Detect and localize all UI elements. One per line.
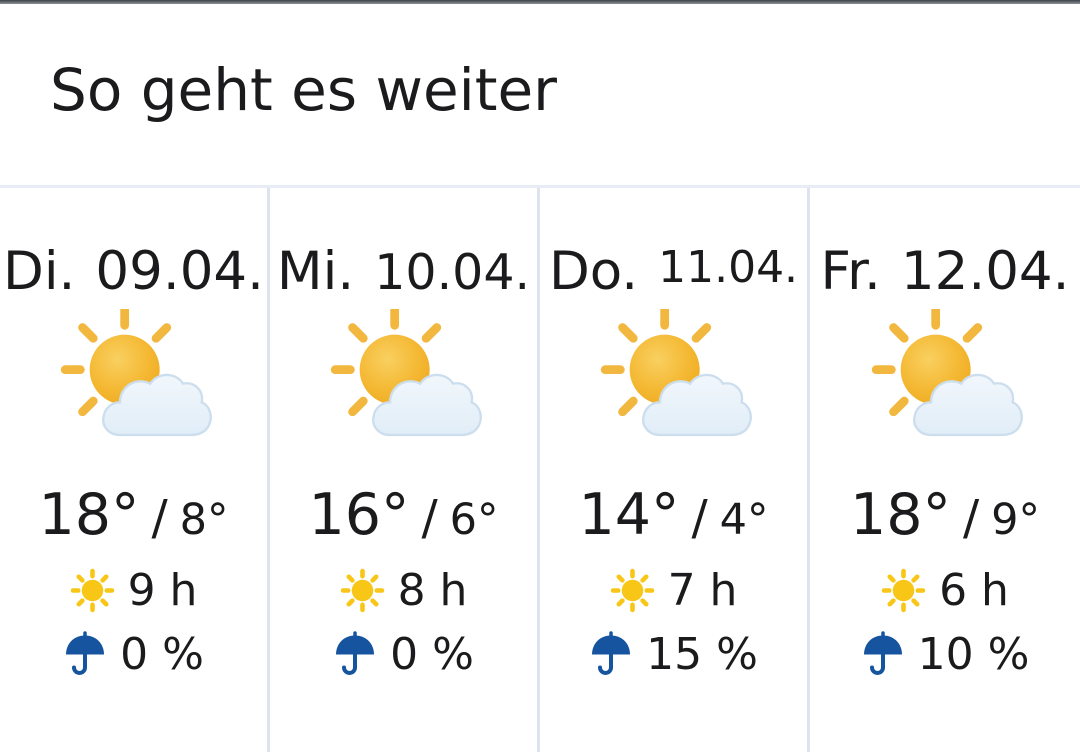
date-label: 09.04. [95,241,264,302]
sun-hours-value: 9 h [127,564,198,616]
top-border-bar [0,0,1080,4]
temperature-range: 16° / 6° [270,487,537,544]
sun-behind-cloud-icon [270,309,537,449]
day-date-label: Mi. 10.04. [270,241,537,302]
sun-behind-cloud-icon [0,309,267,449]
temp-high: 18° [849,482,951,549]
forecast-day-card[interactable]: Do. 11.04. 14° / 4° [540,188,810,752]
weekday-label: Di. [3,241,76,302]
umbrella-icon [589,631,633,678]
rain-probability-row: 0 % [270,631,537,678]
temp-separator: / [963,490,980,547]
forecast-cards-row: Di. 09.04. 18° / 8° [0,188,1080,752]
weekday-label: Fr. [820,241,881,302]
sun-behind-cloud-icon [810,309,1080,449]
forecast-day-card[interactable]: Di. 09.04. 18° / 8° [0,188,270,752]
temperature-range: 14° / 4° [540,487,807,544]
temp-high: 18° [38,482,140,549]
sun-hours-value: 7 h [667,564,738,616]
day-date-label: Di. 09.04. [0,241,267,302]
temperature-range: 18° / 9° [810,487,1080,544]
temp-separator: / [421,490,438,547]
sun-icon [70,568,115,613]
date-label: 12.04. [900,241,1070,302]
sun-hours-row: 9 h [0,568,267,613]
temp-separator: / [691,490,708,547]
sun-behind-cloud-icon [540,309,807,449]
rain-probability-value: 10 % [917,628,1030,680]
umbrella-icon [63,631,107,678]
weekday-label: Mi. [276,241,355,302]
sun-hours-value: 6 h [939,564,1009,616]
forecast-day-card[interactable]: Fr. 12.04. 18° / 9° [810,188,1080,752]
temp-high: 14° [578,482,680,549]
temperature-range: 18° / 8° [0,487,267,544]
day-date-label: Do. 11.04. [540,241,807,302]
weekday-label: Do. [548,241,639,302]
rain-probability-row: 10 % [810,631,1080,678]
rain-probability-value: 0 % [120,628,204,680]
rain-probability-row: 15 % [540,631,807,678]
temp-high: 16° [308,482,410,549]
sun-hours-value: 8 h [397,564,468,616]
rain-probability-value: 0 % [390,628,474,680]
day-date-label: Fr. 12.04. [810,241,1080,302]
sun-hours-row: 6 h [810,568,1080,613]
date-label: 11.04. [658,242,799,293]
forecast-header: So geht es weiter [0,4,1080,188]
sun-icon [881,568,926,613]
umbrella-icon [861,631,905,678]
sun-icon [610,568,655,613]
sun-hours-row: 7 h [540,568,807,613]
temp-low: 8° [179,495,229,546]
forecast-day-card[interactable]: Mi. 10.04. 16° / 6° [270,188,540,752]
umbrella-icon [333,631,377,678]
sun-hours-row: 8 h [270,568,537,613]
date-label: 10.04. [374,244,531,301]
temp-low: 4° [719,495,769,546]
rain-probability-value: 15 % [646,628,758,680]
sun-icon [340,568,385,613]
temp-separator: / [151,490,168,547]
rain-probability-row: 0 % [0,631,267,678]
temp-low: 9° [991,495,1041,546]
page-title: So geht es weiter [50,56,558,124]
temp-low: 6° [449,495,499,546]
